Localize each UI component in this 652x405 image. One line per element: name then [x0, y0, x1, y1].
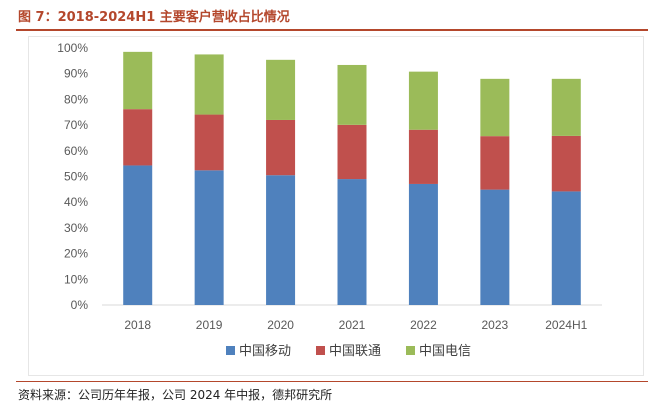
x-tick-label: 2020: [267, 318, 294, 332]
bar-segment: [337, 124, 367, 180]
legend-label: 中国联通: [329, 344, 381, 359]
title-divider: [16, 29, 648, 31]
bar-segment: [337, 64, 367, 125]
bar-segment: [123, 109, 153, 166]
y-tick-label: 0%: [71, 298, 89, 312]
chart-frame: [28, 36, 644, 376]
x-tick-label: 2022: [410, 318, 437, 332]
bar-segment: [266, 119, 296, 176]
bar-segment: [123, 165, 153, 305]
bar-segment: [551, 191, 581, 305]
x-tick-label: 2021: [339, 318, 366, 332]
bar-segment: [337, 179, 367, 305]
bar-segment: [266, 175, 296, 305]
bar-segment: [266, 59, 296, 120]
y-tick-label: 10%: [64, 272, 88, 286]
legend-swatch: [226, 346, 235, 355]
bar-segment: [408, 71, 438, 130]
y-tick-label: 30%: [64, 221, 88, 235]
bar-segment: [480, 189, 510, 305]
y-tick-label: 20%: [64, 247, 88, 261]
y-tick-label: 60%: [64, 144, 88, 158]
y-tick-label: 80%: [64, 92, 88, 106]
bar-segment: [551, 78, 581, 136]
bar-segment: [551, 135, 581, 192]
x-tick-label: 2023: [482, 318, 509, 332]
bar-segment: [408, 129, 438, 184]
x-tick-label: 2024H1: [545, 318, 587, 332]
bar-segment: [194, 54, 224, 115]
bar-segment: [194, 114, 224, 171]
footer-divider: [16, 381, 648, 382]
legend-label: 中国电信: [419, 344, 471, 359]
legend-swatch: [316, 346, 325, 355]
y-tick-label: 50%: [64, 170, 88, 184]
bar-segment: [194, 170, 224, 305]
x-tick-label: 2019: [196, 318, 223, 332]
y-tick-label: 90%: [64, 67, 88, 81]
legend-swatch: [406, 346, 415, 355]
figure-header: 图 7：2018-2024H1 主要客户营收占比情况: [0, 0, 652, 31]
bar-segment: [480, 136, 510, 190]
y-tick-label: 70%: [64, 118, 88, 132]
bar-segment: [480, 78, 510, 137]
y-tick-label: 40%: [64, 195, 88, 209]
source-note: 资料来源：公司历年年报，公司 2024 年中报，德邦研究所: [18, 388, 333, 402]
y-tick-label: 100%: [57, 41, 88, 55]
legend-label: 中国移动: [239, 344, 291, 359]
bar-segment: [408, 183, 438, 305]
bar-segment: [123, 51, 153, 110]
figure-title: 图 7：2018-2024H1 主要客户营收占比情况: [18, 10, 290, 25]
x-tick-label: 2018: [124, 318, 151, 332]
